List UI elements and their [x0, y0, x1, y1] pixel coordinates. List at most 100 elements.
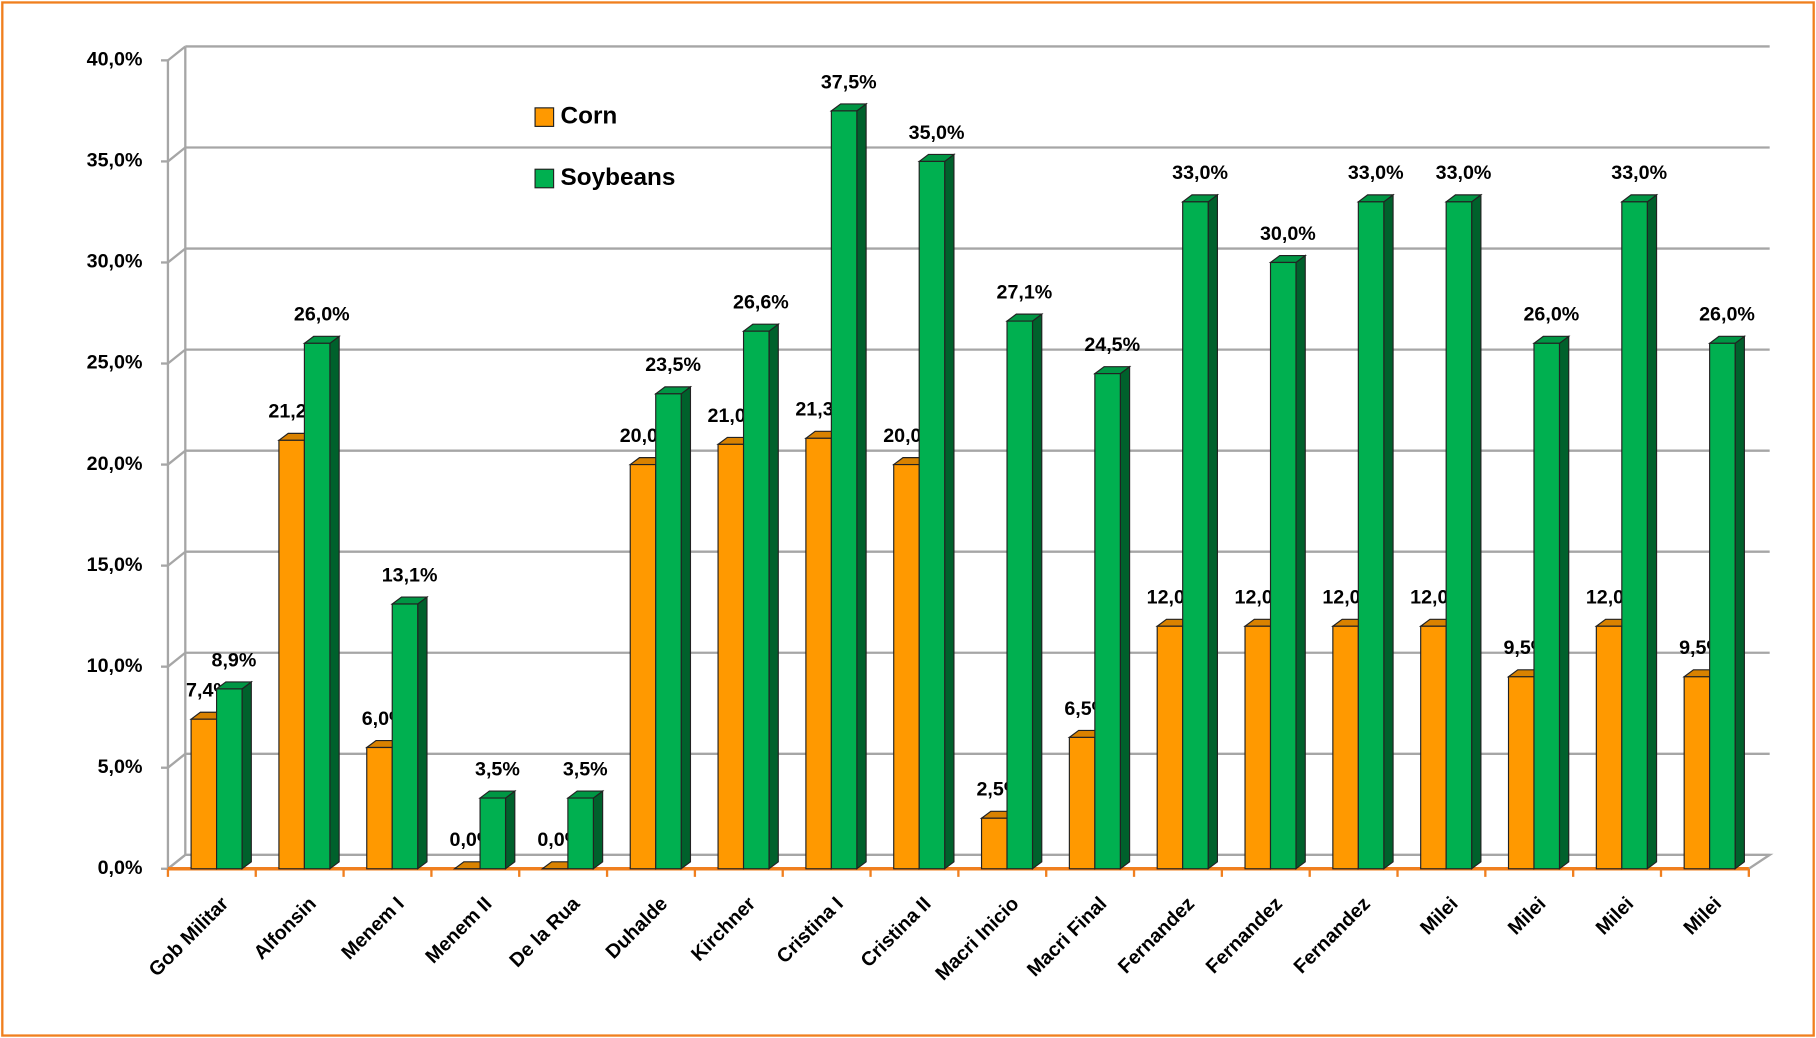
- bar-side: [241, 680, 252, 870]
- value-label: 24,5%: [1084, 334, 1140, 356]
- bar-front: [980, 817, 1008, 870]
- value-label: 27,1%: [997, 281, 1053, 303]
- value-label: 26,0%: [1523, 304, 1579, 326]
- bar-front: [567, 797, 594, 870]
- bar-front: [717, 443, 745, 870]
- value-label: 33,0%: [1172, 162, 1228, 184]
- bar: [741, 323, 781, 870]
- grid-line-depth: [167, 651, 187, 668]
- grid-line-depth: [167, 247, 187, 264]
- bar: [1180, 193, 1220, 870]
- value-label: 26,0%: [294, 304, 350, 326]
- value-label: 13,1%: [382, 564, 438, 586]
- bar-front: [190, 718, 218, 870]
- y-tick-label: 15,0%: [87, 554, 143, 576]
- y-tick-label: 40,0%: [87, 49, 143, 71]
- bar-front: [1445, 201, 1473, 870]
- value-label: 33,0%: [1611, 162, 1667, 184]
- bar-front: [742, 330, 770, 870]
- bar-front: [278, 439, 305, 870]
- bar-side: [1295, 254, 1306, 870]
- bar: [829, 102, 868, 870]
- bar-front: [655, 393, 682, 870]
- bar: [653, 385, 693, 870]
- bar-side: [1471, 193, 1482, 870]
- bar-front: [1156, 625, 1184, 870]
- bar-front: [479, 797, 507, 870]
- bar: [1268, 254, 1307, 870]
- bar-side: [680, 385, 692, 870]
- bar-front: [1683, 676, 1711, 870]
- bar-front: [1357, 201, 1385, 870]
- bar-front: [893, 463, 920, 870]
- value-label: 8,9%: [212, 649, 257, 671]
- y-tick-label: 20,0%: [87, 453, 143, 475]
- bar-front: [830, 110, 858, 870]
- y-tick-label: 30,0%: [87, 251, 143, 273]
- bar-side: [944, 153, 955, 870]
- bar-side: [1031, 312, 1043, 870]
- bar: [566, 789, 605, 870]
- grid-line-depth: [167, 449, 187, 466]
- bar-front: [1420, 625, 1447, 870]
- bar-front: [1006, 320, 1034, 870]
- bar-side: [592, 789, 604, 870]
- y-tick-label: 25,0%: [87, 352, 143, 374]
- bar: [1005, 312, 1044, 870]
- bar-front: [303, 342, 331, 870]
- bar-side: [1646, 193, 1658, 870]
- y-tick-label: 0,0%: [98, 857, 143, 879]
- grid-line-depth: [167, 146, 187, 163]
- bar-side: [856, 102, 867, 870]
- bar: [390, 595, 429, 870]
- bar-side: [1383, 193, 1394, 870]
- bar-front: [1507, 676, 1535, 870]
- value-label: 3,5%: [563, 758, 608, 780]
- legend-swatch: [534, 168, 555, 189]
- value-label: 33,0%: [1348, 162, 1404, 184]
- bar: [1620, 193, 1659, 870]
- value-label: 30,0%: [1260, 223, 1316, 245]
- bar-front: [1332, 625, 1359, 870]
- bar-front: [1182, 201, 1209, 870]
- value-label: 23,5%: [645, 354, 701, 376]
- legend-swatch: [534, 107, 555, 127]
- bar-front: [918, 160, 946, 870]
- bar: [478, 789, 517, 870]
- bar: [214, 680, 254, 870]
- bar-front: [629, 463, 657, 870]
- bar-side: [1734, 335, 1745, 870]
- value-label: 26,6%: [733, 292, 789, 314]
- bar-front: [1595, 625, 1623, 870]
- bar-front: [366, 746, 393, 870]
- bar-front: [1244, 625, 1272, 870]
- bar: [302, 335, 341, 870]
- y-tick-label: 5,0%: [98, 756, 143, 778]
- bar-front: [1533, 342, 1561, 870]
- value-label: 37,5%: [821, 71, 877, 93]
- y-tick-label: 35,0%: [87, 150, 143, 172]
- bar-side: [1119, 365, 1131, 870]
- bar-side: [417, 595, 428, 870]
- y-tick-label: 10,0%: [87, 655, 143, 677]
- bar-side: [768, 323, 779, 870]
- grid-line-depth: [167, 550, 187, 567]
- legend-label: Soybeans: [561, 164, 676, 191]
- bar: [1532, 335, 1571, 870]
- value-label: 33,0%: [1436, 162, 1492, 184]
- bar-side: [1207, 193, 1219, 870]
- grid-line-depth: [167, 348, 187, 365]
- bar: [1444, 193, 1483, 870]
- bar-front: [1621, 201, 1648, 870]
- bar: [917, 153, 956, 870]
- grid-line-depth: [167, 45, 187, 62]
- bar-front: [215, 688, 243, 870]
- bar-side: [504, 789, 516, 870]
- bar-front: [1709, 342, 1736, 870]
- bar-front: [1269, 261, 1297, 870]
- bar: [1707, 335, 1747, 870]
- bar: [1356, 193, 1395, 870]
- value-label: 26,0%: [1699, 304, 1755, 326]
- grid-line-depth: [167, 752, 187, 769]
